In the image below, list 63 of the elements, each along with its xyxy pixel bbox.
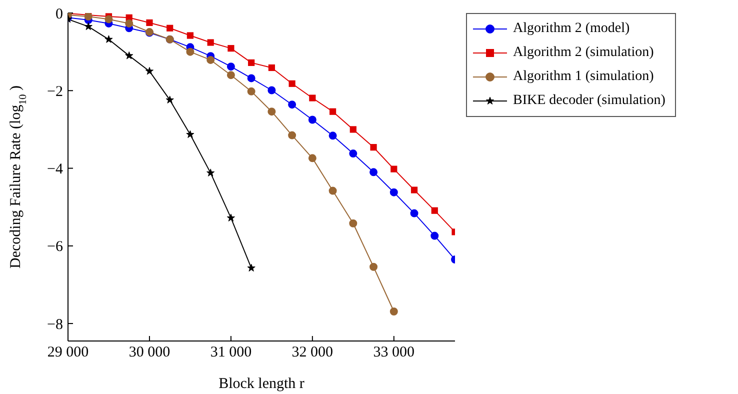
point: [390, 188, 398, 196]
point: [207, 39, 214, 46]
point: [349, 219, 358, 228]
point: [410, 209, 418, 218]
y-tick-label: −2: [47, 84, 63, 100]
point: [370, 168, 378, 176]
point: [268, 64, 275, 72]
point: [268, 108, 276, 116]
point: [390, 166, 398, 172]
point: [186, 48, 194, 56]
point: [370, 144, 377, 151]
point: [308, 116, 316, 124]
x-tick-label: 29 000: [47, 344, 89, 361]
y-tick-label: −6: [47, 239, 64, 256]
x-axis-title: Block length r: [218, 376, 304, 392]
point: [145, 66, 154, 75]
x-tick-label: 31 000: [210, 344, 252, 361]
point: [350, 126, 356, 133]
point: [430, 232, 439, 240]
point: [125, 19, 134, 28]
x-tick-label: 30 000: [128, 344, 170, 361]
point: [268, 86, 276, 94]
point: [328, 132, 337, 140]
point: [248, 59, 255, 66]
point: [329, 108, 336, 115]
point: [431, 207, 438, 214]
point: [104, 35, 113, 43]
point: [186, 32, 194, 39]
point: [226, 71, 235, 80]
point: [226, 214, 235, 222]
point: [84, 22, 92, 30]
legend-label: Algorithm 2 (model): [512, 21, 631, 37]
point: [308, 154, 316, 162]
point: [247, 264, 256, 272]
point: [390, 308, 398, 316]
point: [370, 262, 378, 271]
legend-label: Algorithm 2 (simulation): [512, 45, 655, 61]
point: [288, 80, 296, 87]
y-tick-label: 0: [56, 6, 63, 22]
point: [206, 168, 215, 176]
x-tick-label: 33 000: [373, 344, 415, 361]
point: [228, 45, 234, 52]
point: [309, 94, 316, 102]
point: [166, 96, 174, 104]
x-tick-label: 32 000: [292, 344, 334, 361]
point: [288, 131, 296, 140]
legend-label: BIKE decoder (simulation): [512, 93, 666, 109]
point: [247, 74, 256, 82]
point: [328, 186, 337, 195]
point: [410, 186, 418, 194]
y-tick-label: −4: [47, 162, 64, 178]
point: [226, 62, 235, 71]
point: [247, 87, 256, 96]
point: [186, 130, 194, 138]
point: [166, 24, 174, 32]
point: [104, 15, 113, 24]
legend-label: Algorithm 1 (simulation): [512, 69, 655, 85]
point: [125, 51, 134, 60]
point: [206, 56, 215, 64]
y-tick-label: −8: [47, 316, 63, 333]
point: [146, 19, 153, 26]
point: [288, 100, 296, 109]
point: [349, 150, 358, 158]
